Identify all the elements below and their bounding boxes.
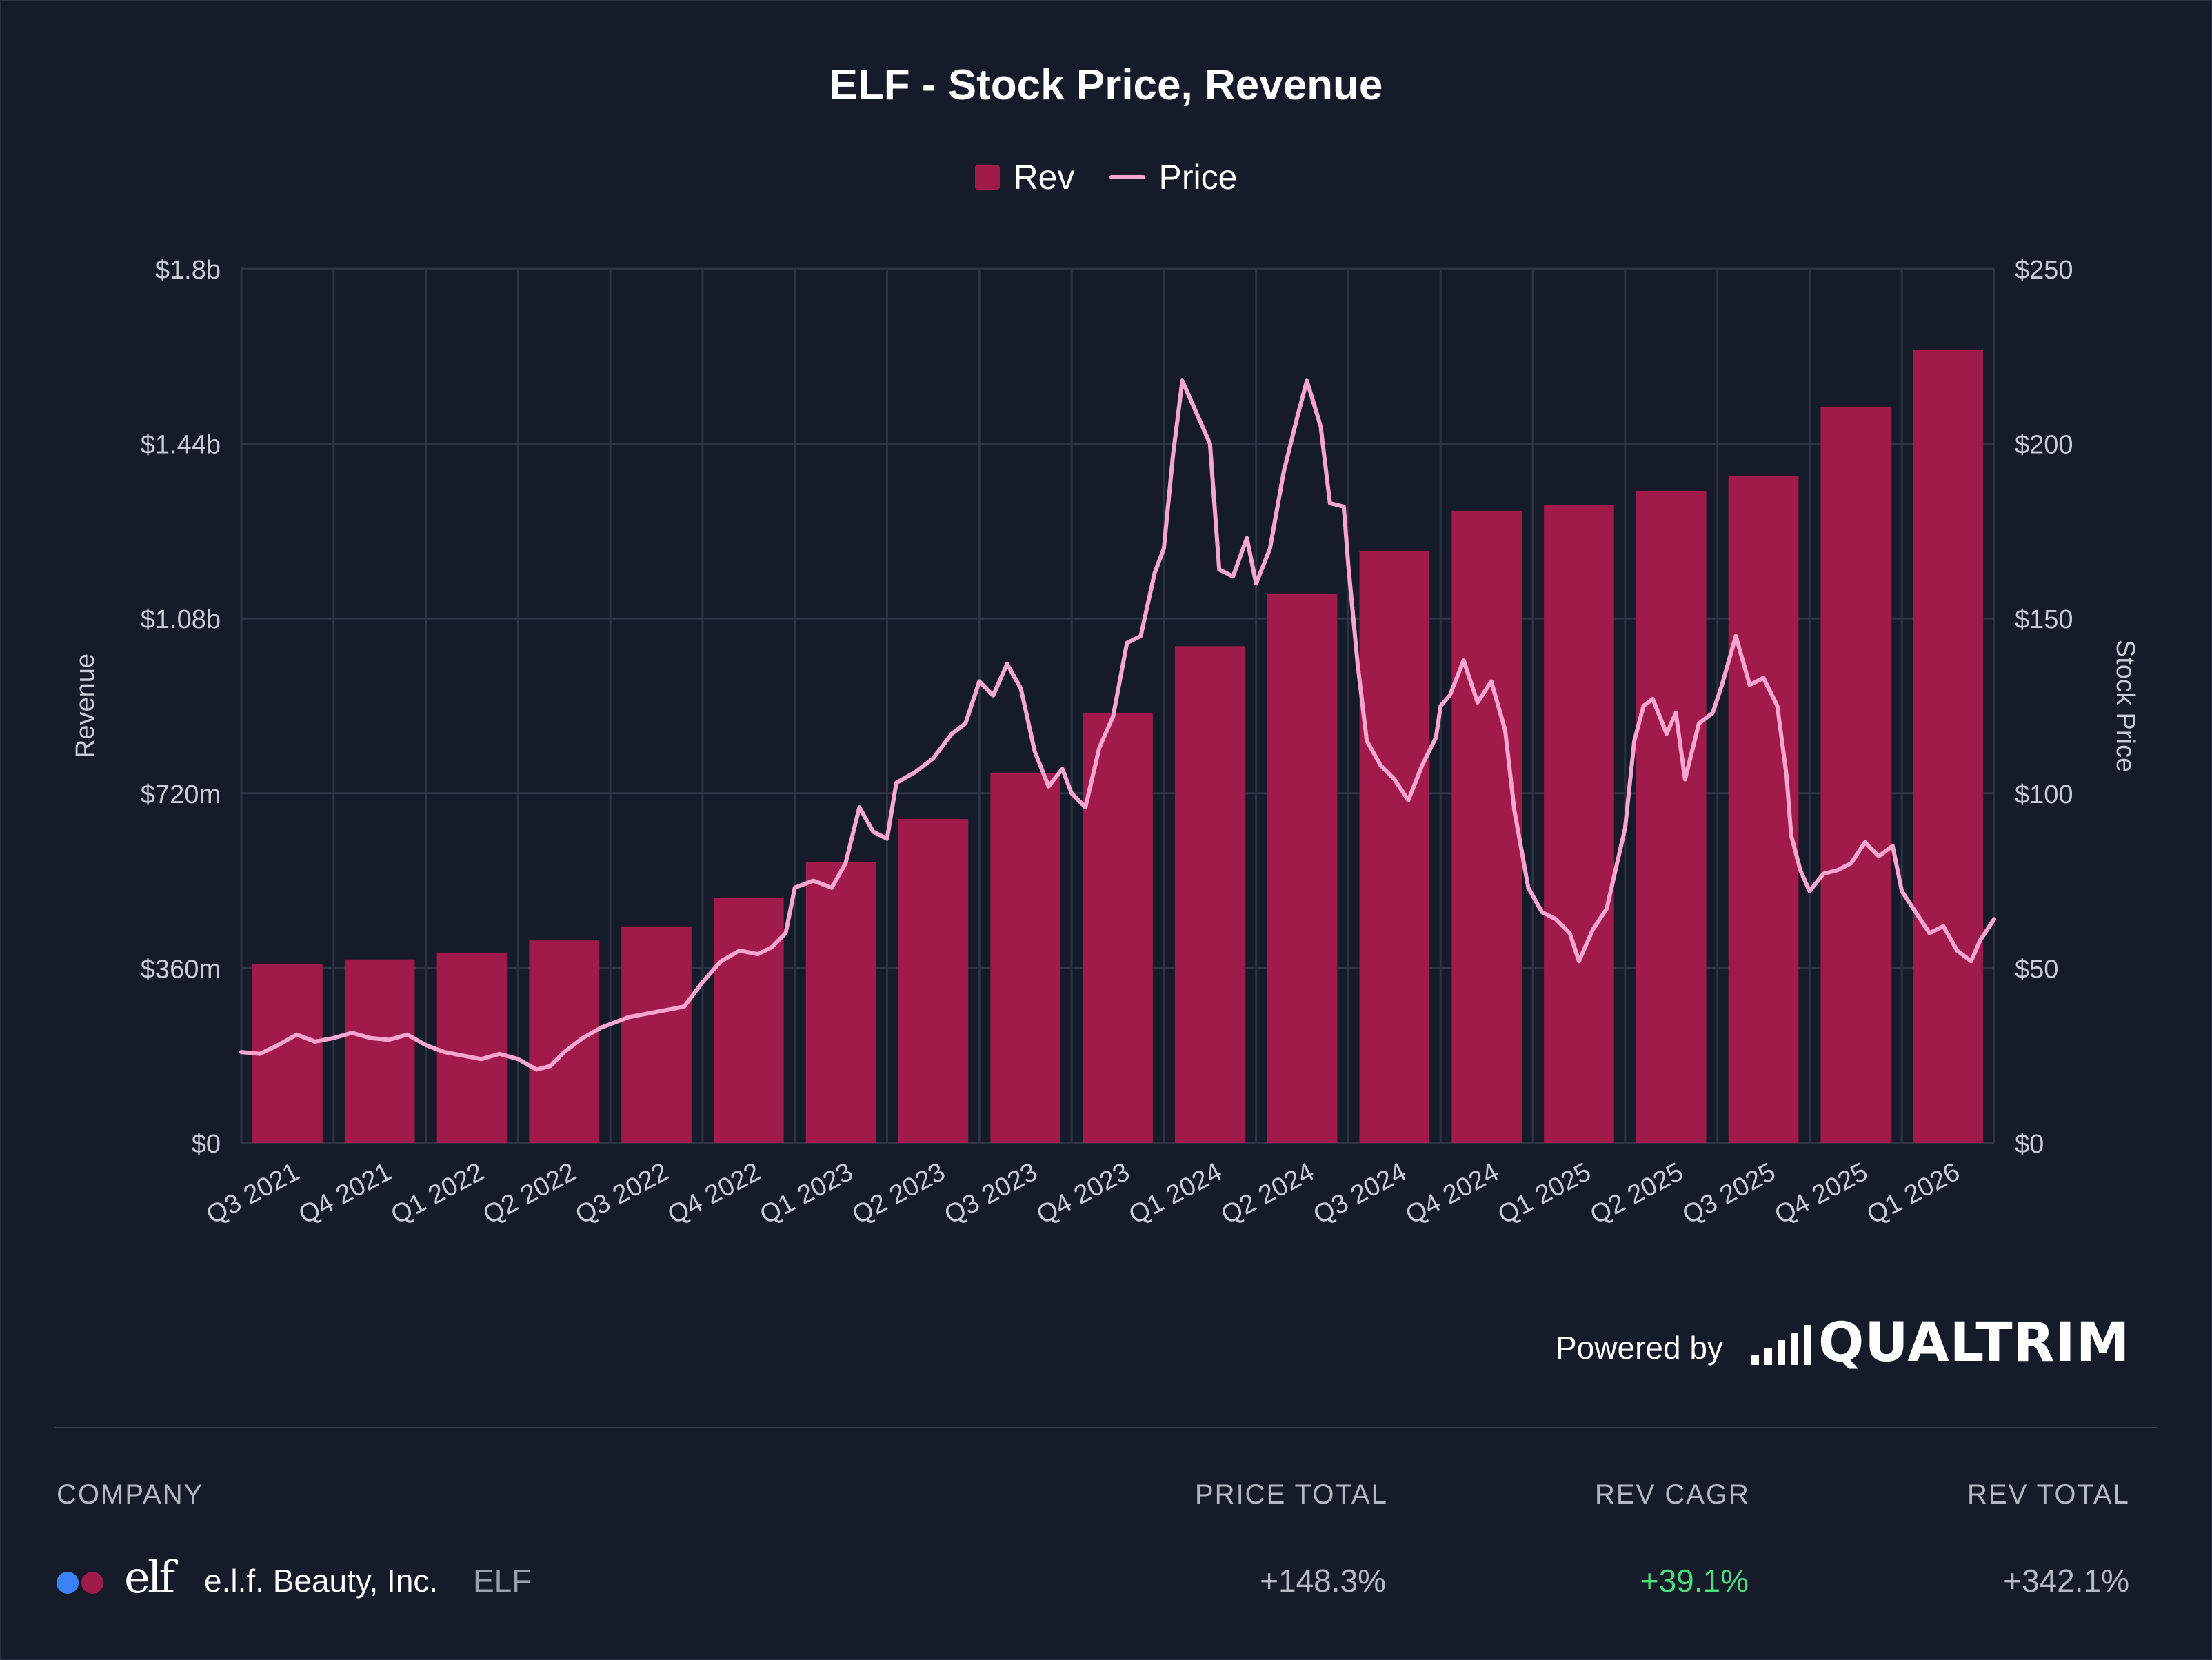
x-tick-label: Q2 2023	[847, 1157, 949, 1231]
y-right-tick-label: $0	[2015, 1130, 2044, 1159]
y-left-tick-label: $0	[192, 1130, 221, 1159]
price-line	[239, 378, 1996, 1072]
chart-legend: Rev Price	[0, 157, 2212, 197]
bars-icon	[1751, 1325, 1811, 1365]
bar-rev-q3-2022	[621, 926, 692, 1143]
bar-rev-q4-2021	[344, 959, 415, 1143]
y-left-tick-label: $1.44b	[141, 431, 221, 460]
header-rev-total: REV TOTAL	[1967, 1479, 2130, 1510]
y-left-tick-label: $720m	[141, 780, 221, 809]
x-tick-label: Q1 2024	[1125, 1157, 1227, 1231]
bar-rev-q3-2024	[1359, 551, 1430, 1143]
y-right-tick-label: $100	[2015, 780, 2073, 809]
header-company: COMPANY	[57, 1479, 204, 1510]
y-right-tick-label: $250	[2015, 256, 2073, 285]
x-tick-label: Q2 2024	[1216, 1157, 1318, 1231]
bar-rev-q4-2024	[1451, 510, 1522, 1143]
powered-by-label: Powered by	[1556, 1330, 1723, 1366]
x-tick-label: Q4 2024	[1401, 1157, 1503, 1231]
x-tick-label: Q3 2025	[1678, 1157, 1780, 1231]
legend-label-rev: Rev	[1013, 158, 1075, 196]
bar-rev-q4-2022	[714, 898, 784, 1143]
y-right-tick-label: $50	[2015, 955, 2058, 984]
qualtrim-logo[interactable]: QUALTRIM	[1751, 1312, 2131, 1374]
bar-rev-q1-2025	[1544, 505, 1614, 1143]
bar-rev-q2-2024	[1267, 594, 1338, 1143]
x-tick-label: Q3 2023	[940, 1157, 1042, 1231]
bar-rev-q3-2025	[1728, 476, 1799, 1143]
x-tick-label: Q1 2026	[1862, 1157, 1964, 1231]
legend-swatch-rev	[974, 165, 1000, 190]
price-total-value: +148.3%	[1260, 1563, 1386, 1599]
x-tick-label: Q4 2025	[1770, 1157, 1872, 1231]
company-dot-blue	[57, 1572, 79, 1594]
bar-rev-q1-2023	[805, 862, 876, 1143]
brand-name: QUALTRIM	[1818, 1312, 2131, 1374]
legend-item-rev[interactable]: Rev	[974, 157, 1075, 197]
rev-total-value: +342.1%	[2003, 1563, 2129, 1599]
bar-rev-q2-2025	[1636, 490, 1707, 1143]
x-tick-label: Q1 2022	[386, 1157, 488, 1231]
y-left-tick-label: $360m	[141, 955, 221, 984]
y-left-tick-label: $1.8b	[155, 256, 221, 285]
header-price-total: PRICE TOTAL	[1195, 1479, 1388, 1510]
x-tick-label: Q3 2021	[202, 1157, 304, 1231]
x-tick-label: Q4 2021	[294, 1157, 396, 1231]
bar-rev-q1-2022	[436, 952, 507, 1143]
bar-rev-q2-2023	[898, 819, 969, 1143]
bar-rev-q1-2026	[1913, 349, 1983, 1144]
y-right-axis-title: Stock Price	[2111, 640, 2140, 772]
company-ticker: ELF	[473, 1563, 532, 1599]
bar-rev-q4-2023	[1083, 712, 1153, 1143]
legend-item-price[interactable]: Price	[1109, 157, 1238, 197]
company-dot-red	[81, 1572, 103, 1594]
legend-label-price: Price	[1158, 158, 1238, 196]
y-left-tick-label: $1.08b	[141, 605, 221, 634]
y-right-tick-label: $150	[2015, 605, 2073, 634]
legend-swatch-price	[1109, 175, 1145, 179]
header-rev-cagr: REV CAGR	[1595, 1479, 1750, 1510]
revenue-price-chart: $0 $360m $720m $1.08b $1.44b $1.8b $0 $50 $100 $1…	[71, 256, 2140, 1231]
bar-rev-q4-2025	[1820, 407, 1891, 1144]
x-tick-label: Q1 2025	[1494, 1157, 1596, 1231]
y-right-tick-label: $200	[2015, 431, 2073, 460]
rev-cagr-value: +39.1%	[1640, 1563, 1749, 1599]
x-tick-label: Q2 2022	[479, 1157, 581, 1231]
x-tick-label: Q2 2025	[1586, 1157, 1688, 1231]
x-tick-label: Q3 2024	[1309, 1157, 1411, 1231]
bar-rev-q2-2022	[529, 940, 600, 1143]
bar-rev-q3-2023	[990, 773, 1061, 1143]
company-name: e.l.f. Beauty, Inc.	[204, 1563, 439, 1599]
chart-title: ELF - Stock Price, Revenue	[829, 61, 1383, 109]
x-tick-label: Q4 2023	[1032, 1157, 1134, 1231]
x-tick-label: Q3 2022	[571, 1157, 673, 1231]
bar-rev-q1-2024	[1174, 646, 1245, 1143]
x-tick-label: Q1 2023	[755, 1157, 857, 1231]
y-left-axis-title: Revenue	[71, 654, 100, 758]
divider	[55, 1427, 2157, 1428]
x-tick-label: Q4 2022	[663, 1157, 765, 1231]
elf-logo: elf	[124, 1552, 175, 1603]
